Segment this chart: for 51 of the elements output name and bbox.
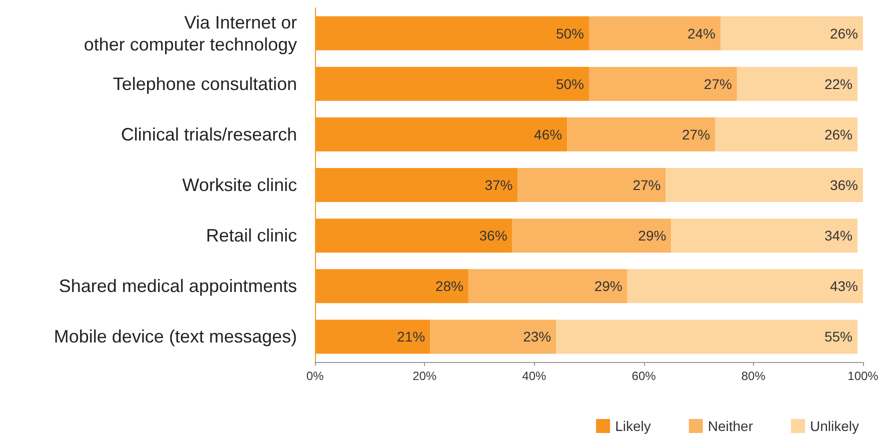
bar [518, 168, 666, 202]
data-label: 34% [824, 228, 853, 244]
data-label: 21% [397, 328, 426, 345]
data-label: 22% [824, 76, 853, 92]
bar [666, 168, 863, 202]
data-label: 24% [687, 25, 716, 42]
data-label: 27% [704, 76, 732, 92]
bar [715, 117, 858, 152]
data-label: 36% [830, 177, 858, 193]
y-tick-label: Shared medical appointments [58, 276, 297, 296]
bar [720, 16, 863, 50]
bar [468, 269, 628, 304]
x-tick-label: 20% [412, 369, 437, 383]
bar [430, 320, 556, 354]
legend-label: Neither [708, 418, 754, 434]
data-label: 37% [484, 177, 513, 193]
data-label: 29% [594, 278, 622, 294]
x-tick-label: 40% [522, 369, 547, 383]
data-label: 23% [523, 328, 552, 345]
bar [736, 66, 858, 101]
bar [589, 16, 721, 50]
y-tick-label: Telephone consultation [112, 74, 297, 94]
bar [567, 117, 716, 152]
y-tick-label: Via Internet or other computer technology [84, 12, 297, 54]
data-label: 46% [534, 126, 562, 142]
data-label: 27% [632, 177, 661, 193]
bar [556, 320, 858, 354]
bar [589, 66, 737, 101]
data-label: 29% [638, 228, 666, 244]
legend-label: Unlikely [810, 418, 859, 434]
data-label: 26% [824, 126, 853, 142]
bar [512, 218, 672, 253]
data-label: 27% [682, 126, 710, 142]
x-tick-label: 0% [306, 369, 324, 383]
data-label: 36% [479, 228, 508, 244]
x-tick-label: 100% [848, 369, 879, 383]
data-label: 55% [824, 328, 853, 345]
y-tick-label: Worksite clinic [182, 175, 297, 195]
legend-label: Likely [615, 418, 651, 434]
y-tick-label: Mobile device (text messages) [54, 326, 297, 347]
bar [627, 269, 863, 304]
x-tick-label: 80% [741, 369, 766, 383]
y-tick-label: Retail clinic [206, 226, 297, 246]
bar [671, 218, 858, 253]
data-label: 50% [556, 76, 584, 92]
data-label: 28% [435, 278, 464, 294]
data-label: 26% [830, 25, 858, 42]
x-tick-label: 60% [632, 369, 656, 383]
data-label: 50% [556, 25, 584, 42]
data-label: 43% [830, 278, 858, 294]
y-tick-label: Clinical trials/research [120, 124, 297, 144]
